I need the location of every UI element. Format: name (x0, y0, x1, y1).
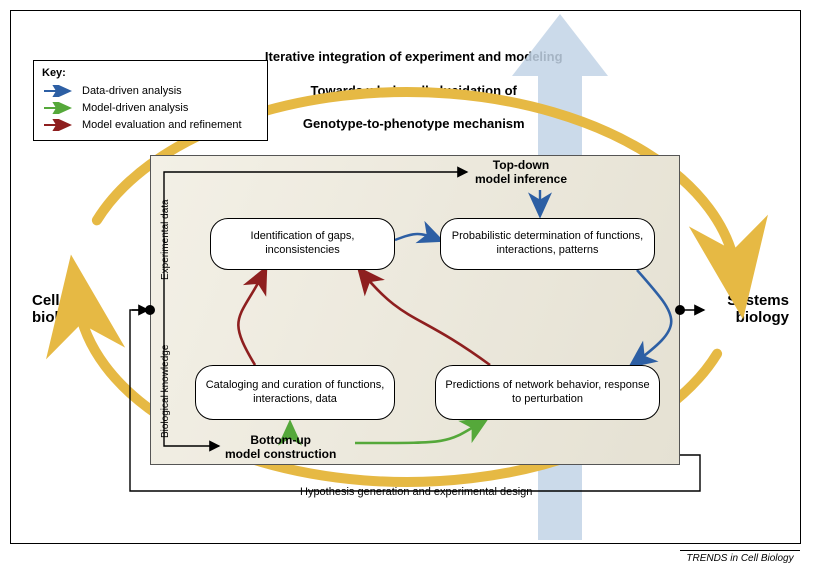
legend-arrow-2 (42, 119, 76, 131)
legend-label-0: Data-driven analysis (82, 85, 182, 97)
title-block: Iterative integration of experiment and … (250, 32, 562, 150)
node-predictions-text: Predictions of network behavior, respons… (442, 379, 653, 407)
side-label-cell-biology: Cell biology (32, 292, 85, 327)
rot-label-exp-data: Experimental data (160, 199, 171, 280)
rot-label-bio-knowledge: Biological knowledge (160, 345, 171, 438)
title-line3: Genotype-to-phenotype mechanism (303, 116, 525, 131)
title-line1: Iterative integration of experiment and … (265, 49, 563, 64)
legend-arrow-0 (42, 85, 76, 97)
node-identification: Identification of gaps, inconsistencies (210, 218, 395, 270)
node-predictions: Predictions of network behavior, respons… (435, 365, 660, 420)
legend-label-1: Model-driven analysis (82, 102, 188, 114)
diagram-root: Experimental data Biological knowledge I… (0, 0, 813, 576)
legend-row-1: Model-driven analysis (42, 100, 259, 115)
label-hypothesis: Hypothesis generation and experimental d… (300, 486, 532, 498)
legend-box: Key: Data-driven analysis Model-driven a… (33, 60, 268, 141)
node-cataloging: Cataloging and curation of functions, in… (195, 365, 395, 420)
legend-row-0: Data-driven analysis (42, 83, 259, 98)
legend-label-2: Model evaluation and refinement (82, 119, 242, 131)
node-probabilistic: Probabilistic determination of functions… (440, 218, 655, 270)
footer-credit: TRENDS in Cell Biology (680, 550, 800, 564)
node-identification-text: Identification of gaps, inconsistencies (217, 230, 388, 258)
legend-arrow-1 (42, 102, 76, 114)
legend-title: Key: (42, 67, 259, 79)
node-probabilistic-text: Probabilistic determination of functions… (447, 230, 648, 258)
node-cataloging-text: Cataloging and curation of functions, in… (202, 379, 388, 407)
side-label-systems-biology: Systems biology (727, 292, 789, 327)
title-line2: Towards whole cell elucidation of (311, 83, 517, 98)
label-top-down: Top-down model inference (475, 158, 567, 187)
legend-row-2: Model evaluation and refinement (42, 117, 259, 132)
label-bottom-up: Bottom-up model construction (225, 433, 336, 462)
